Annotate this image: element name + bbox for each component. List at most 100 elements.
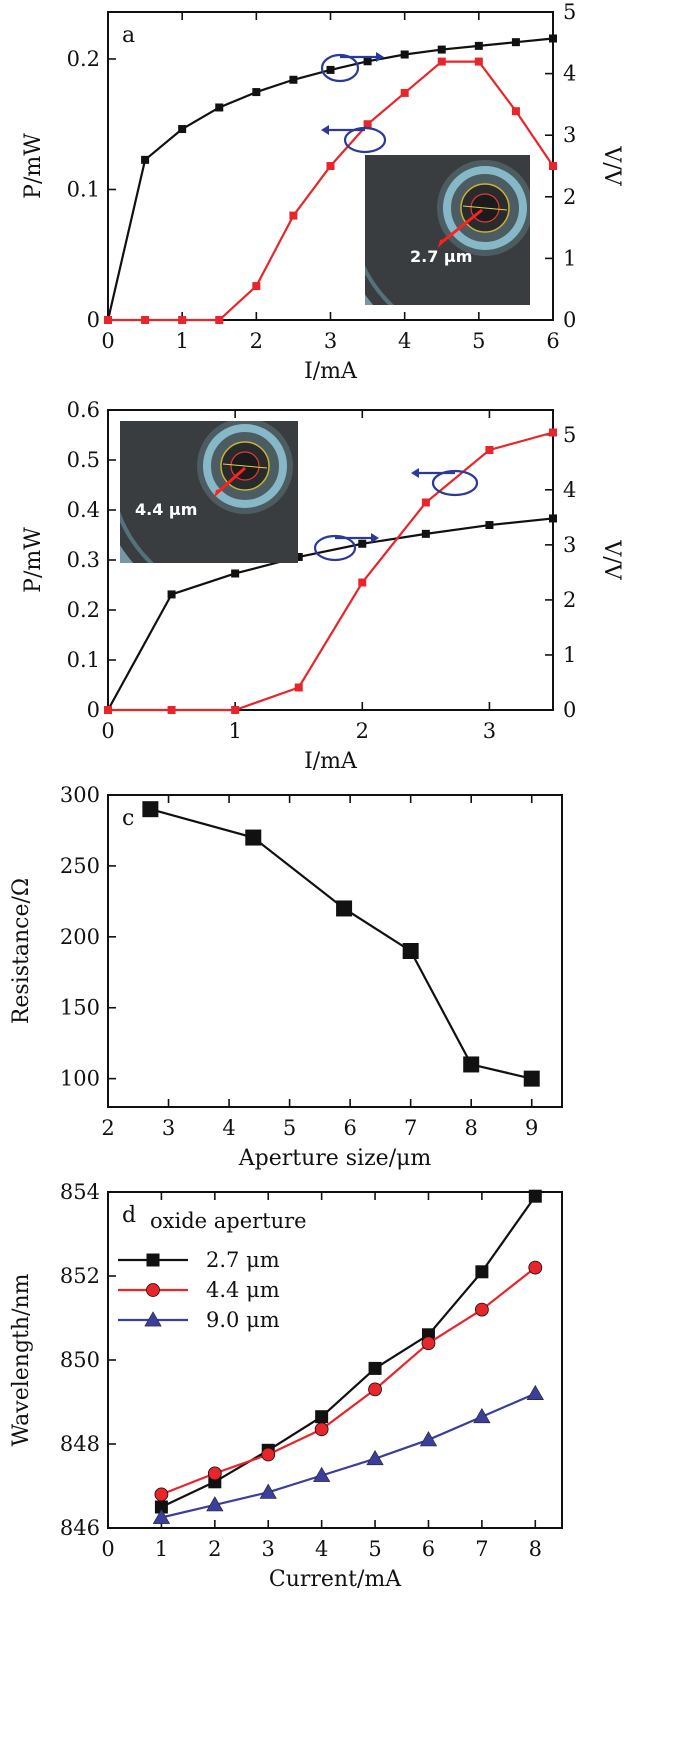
power-series-point <box>252 282 261 291</box>
y-right-tick-label: 3 <box>563 533 576 557</box>
x-tick-label: 2 <box>101 1116 114 1140</box>
legend-title: oxide aperture <box>150 1209 307 1233</box>
x-tick-label: 8 <box>465 1116 478 1140</box>
x-tick-label: 2 <box>356 719 369 743</box>
y-tick-label: 0.4 <box>67 498 100 522</box>
wavelength-series-0-point <box>315 1410 329 1424</box>
panel-letter: a <box>122 23 135 48</box>
voltage-series-point <box>549 514 557 523</box>
resistance-series-line <box>150 808 532 1080</box>
y-tick-label: 0.5 <box>67 448 100 472</box>
voltage-axis-indicator-arrow-head <box>371 533 379 543</box>
resistance-series-point <box>336 900 353 917</box>
plot-frame-c <box>107 794 563 1108</box>
voltage-series-point <box>167 590 176 599</box>
y-tick-label: 0 <box>87 698 100 722</box>
resistance-series-point <box>523 1070 540 1087</box>
voltage-series-point <box>289 75 298 84</box>
y-tick-label: 848 <box>60 1432 100 1456</box>
wavelength-series-2-point <box>313 1466 331 1482</box>
x-tick-label: 5 <box>283 1116 296 1140</box>
y-right-tick-label: 0 <box>563 698 576 722</box>
wavelength-series-1-point <box>474 1302 489 1317</box>
panel-d: 0 1 2 3 4 5 6 7 8 Current/mA d 846 848 850 852 854 Wavel… <box>9 1180 563 1592</box>
legend-label: 9.0 μm <box>206 1308 280 1332</box>
red-arrow-head <box>214 488 224 498</box>
x-tick-label: 3 <box>262 1537 275 1561</box>
wavelength-series-1-point <box>261 1447 276 1462</box>
voltage-series-point <box>511 38 520 47</box>
power-series-point <box>363 120 372 129</box>
x-tick-label: 4 <box>398 329 411 353</box>
wavelength-series-0-point <box>528 1189 542 1203</box>
resistance-series-point <box>142 801 159 818</box>
y-right-tick-label: 5 <box>563 0 576 24</box>
power-axis-indicator-arrow-head <box>411 468 419 478</box>
voltage-series-point <box>400 50 409 59</box>
y-tick-label: 0 <box>87 308 100 332</box>
inset-micrograph: 2.7 μm <box>365 155 530 305</box>
legend-marker <box>146 1253 160 1267</box>
x-tick-label: 9 <box>525 1116 538 1140</box>
voltage-axis-indicator <box>320 53 360 83</box>
voltage-series-point <box>178 125 187 134</box>
x-axis-title: I/mA <box>304 359 358 384</box>
panel-letter: c <box>122 806 134 831</box>
power-series-point <box>358 578 367 587</box>
wavelength-series-0-point <box>368 1361 382 1375</box>
panel-a: 0 1 2 3 4 5 6 I/mA a 0 0.1 0.2 0 1 2 3 4 5 P/mW V/V 2.7 μm <box>21 0 624 384</box>
power-series-point <box>141 316 150 324</box>
legend-marker <box>146 1283 160 1297</box>
x-tick-label: 7 <box>404 1116 417 1140</box>
measure-line <box>222 463 268 469</box>
y-tick-label: 0.6 <box>67 398 100 422</box>
red-arrow-line <box>441 208 483 244</box>
plot-frame-d <box>107 1191 563 1529</box>
wavelength-series-0-line <box>160 1195 537 1508</box>
y-tick-label: 300 <box>60 783 100 807</box>
power-axis-indicator <box>343 126 387 154</box>
x-tick-label: 8 <box>529 1537 542 1561</box>
aperture-size-label: 4.4 μm <box>135 500 197 519</box>
legend-label: 4.4 μm <box>206 1278 280 1302</box>
power-series-point <box>437 57 446 66</box>
y-tick-label: 150 <box>60 996 100 1020</box>
voltage-axis-indicator-arrow-head <box>376 52 384 62</box>
contact-ring <box>443 166 527 250</box>
x-tick-label: 6 <box>343 1116 356 1140</box>
voltage-series-point <box>363 57 372 66</box>
y-right-tick-label: 4 <box>563 62 576 86</box>
power-series-line <box>108 431 554 712</box>
y-tick-label: 250 <box>60 854 100 878</box>
power-axis-indicator-arrow-head <box>321 125 329 135</box>
wavelength-series-1-point <box>368 1382 382 1397</box>
power-series-point <box>400 88 409 97</box>
x-tick-label: 4 <box>315 1537 328 1561</box>
power-series-point <box>294 683 303 692</box>
y-axis-title-right: V/V <box>599 145 624 186</box>
x-tick-label: 0 <box>101 1537 114 1561</box>
voltage-series-point <box>358 539 367 548</box>
y-tick-label: 0.3 <box>67 548 100 572</box>
legend-marker <box>144 1311 162 1327</box>
power-series-point <box>511 107 520 116</box>
x-tick-label: 3 <box>483 719 496 743</box>
x-tick-label: 5 <box>368 1537 381 1561</box>
panel-letter: d <box>122 1203 136 1228</box>
resistance-series-point <box>245 829 262 846</box>
y-tick-label: 100 <box>60 1067 100 1091</box>
wavelength-series-1-point <box>314 1422 329 1437</box>
y-axis-title-right: V/V <box>599 539 624 580</box>
x-axis-title: Current/mA <box>269 1567 402 1592</box>
wavelength-series-2-line <box>161 1392 536 1519</box>
voltage-series-point <box>421 529 430 538</box>
x-tick-label: 6 <box>422 1537 435 1561</box>
x-tick-label: 2 <box>208 1537 221 1561</box>
y-right-tick-label: 1 <box>563 643 576 667</box>
y-right-tick-label: 0 <box>563 308 576 332</box>
y-axis-title-left: P/mW <box>21 133 46 199</box>
legend-label: 2.7 μm <box>206 1248 280 1272</box>
y-right-tick-label: 2 <box>563 588 576 612</box>
wavelength-series-1-point <box>528 1260 543 1275</box>
